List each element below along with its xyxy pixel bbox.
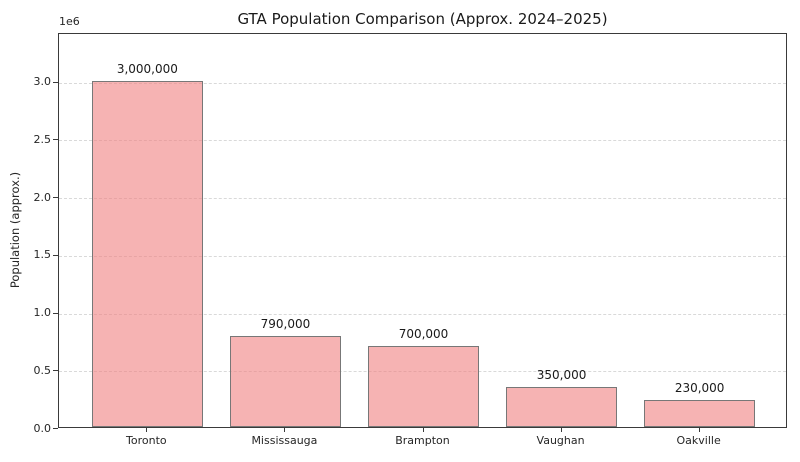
y-tick-label: 3.0 <box>33 75 52 88</box>
bar-mississauga <box>230 335 341 427</box>
gridline <box>59 255 786 257</box>
y-tick-mark <box>53 312 58 314</box>
bar-toronto <box>92 80 203 427</box>
x-tick-mark <box>422 428 424 432</box>
y-tick-mark <box>53 370 58 372</box>
y-tick-label: 1.0 <box>33 306 52 319</box>
gridline <box>59 313 786 315</box>
y-tick-mark <box>53 428 58 429</box>
bar-vaughan <box>506 386 617 427</box>
y-tick-mark <box>53 254 58 256</box>
x-tick-mark <box>284 428 286 432</box>
chart-title: GTA Population Comparison (Approx. 2024–… <box>237 10 608 28</box>
x-tick-label: Toronto <box>126 434 167 447</box>
y-tick-mark <box>53 81 58 83</box>
y-tick-label: 0.5 <box>33 363 52 377</box>
gridline <box>59 140 786 142</box>
y-tick-label: 2.5 <box>33 132 52 146</box>
bar-value-label: 790,000 <box>260 316 311 331</box>
bar-oakville <box>644 400 755 427</box>
y-tick-mark <box>53 139 58 141</box>
x-tick-mark <box>560 428 562 432</box>
bar-value-label: 700,000 <box>398 327 449 342</box>
y-axis-offset-label: 1e6 <box>59 15 80 28</box>
bar-value-label: 350,000 <box>536 367 587 382</box>
gridline <box>59 198 786 199</box>
gridline <box>59 82 786 84</box>
y-tick-label: 0.0 <box>33 421 52 435</box>
bar-value-label: 230,000 <box>674 381 725 396</box>
y-axis-label: Population (approx.) <box>8 171 22 289</box>
plot-area: 3,000,000 790,000 700,000 350,000 230,000 <box>58 33 787 428</box>
x-tick-mark <box>146 428 148 432</box>
x-tick-label: Oakville <box>676 434 721 447</box>
x-tick-mark <box>698 428 700 432</box>
x-tick-label: Brampton <box>395 434 450 447</box>
x-tick-label: Vaughan <box>536 434 585 447</box>
x-tick-label: Mississauga <box>251 434 318 447</box>
bar-brampton <box>368 346 479 427</box>
y-tick-label: 1.5 <box>33 248 52 262</box>
y-tick-mark <box>53 197 58 198</box>
y-tick-label: 2.0 <box>33 190 52 204</box>
bar-value-label: 3,000,000 <box>116 61 178 76</box>
